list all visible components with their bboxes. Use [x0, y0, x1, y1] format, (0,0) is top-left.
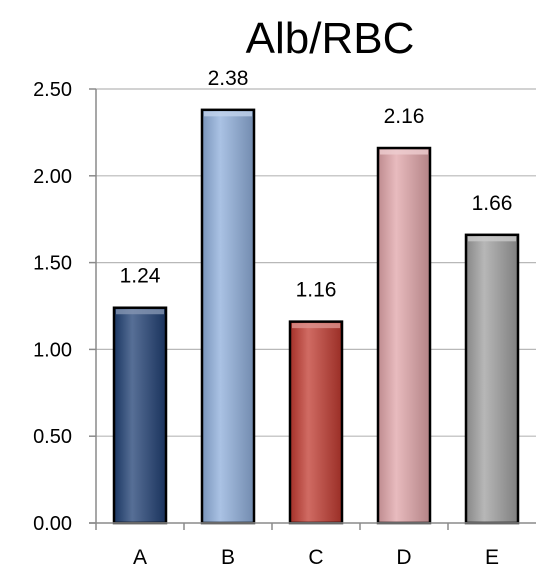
bar-C	[288, 320, 344, 525]
data-labels: 1.24 2.38 1.16 2.16 1.66	[120, 67, 513, 302]
bar-A	[112, 306, 168, 525]
y-tick-label: 2.00	[33, 166, 72, 188]
y-tick-label: 1.50	[33, 253, 72, 275]
data-label: 1.24	[120, 265, 161, 288]
data-label: 1.16	[296, 279, 337, 302]
bar-highlight	[204, 111, 252, 117]
bar-B	[200, 108, 256, 525]
y-tick-label: 0.00	[33, 513, 72, 535]
x-axis-categories: A B C D E	[133, 546, 499, 567]
axes	[89, 89, 536, 530]
x-category-label: C	[308, 546, 323, 567]
data-label: 1.66	[472, 192, 513, 215]
bar-highlight	[468, 236, 516, 242]
x-category-label: E	[485, 546, 499, 567]
bar-highlight	[380, 149, 428, 155]
bar-highlight	[292, 323, 340, 329]
x-category-label: A	[133, 546, 147, 567]
data-label: 2.16	[384, 105, 425, 128]
y-tick-label: 1.00	[33, 339, 72, 361]
chart-title: Alb/RBC	[246, 14, 415, 63]
y-tick-label: 0.50	[33, 426, 72, 448]
bar-D	[376, 146, 432, 525]
bar-E	[464, 233, 520, 525]
data-label: 2.38	[208, 67, 249, 90]
gridlines	[96, 88, 536, 437]
bars	[112, 108, 520, 525]
y-tick-label: 2.50	[33, 79, 72, 101]
bar-highlight	[116, 309, 164, 315]
x-category-label: B	[221, 546, 235, 567]
y-axis-ticks: 0.00 0.50 1.00 1.50 2.00 2.50	[33, 79, 96, 535]
x-category-label: D	[396, 546, 411, 567]
